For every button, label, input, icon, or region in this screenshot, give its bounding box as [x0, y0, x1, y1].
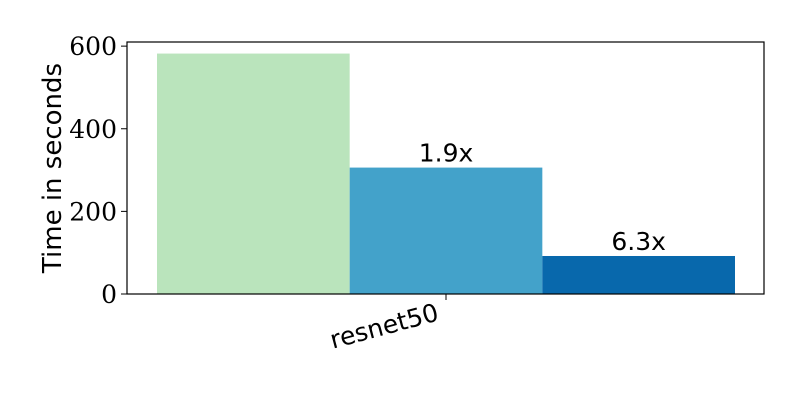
speedup-label-1: 1.9x	[419, 139, 474, 168]
speedup-label-2: 6.3x	[611, 227, 666, 256]
bar-resnet50-1	[349, 167, 543, 294]
bars-group	[157, 53, 735, 294]
y-tick-label: 400	[69, 115, 117, 144]
y-axis-title: Time in seconds	[38, 63, 68, 274]
bar-resnet50-2	[542, 255, 735, 294]
x-axis: resnet50	[327, 294, 447, 355]
bar-resnet50-0	[157, 53, 350, 294]
y-tick-label: 600	[69, 32, 117, 61]
y-tick-label: 0	[101, 280, 117, 309]
data-labels-group: 1.9x 6.3x	[419, 139, 666, 256]
y-tick-label: 200	[69, 197, 117, 226]
x-category-label: resnet50	[327, 298, 442, 355]
y-axis: 0 200 400 600	[69, 32, 127, 309]
